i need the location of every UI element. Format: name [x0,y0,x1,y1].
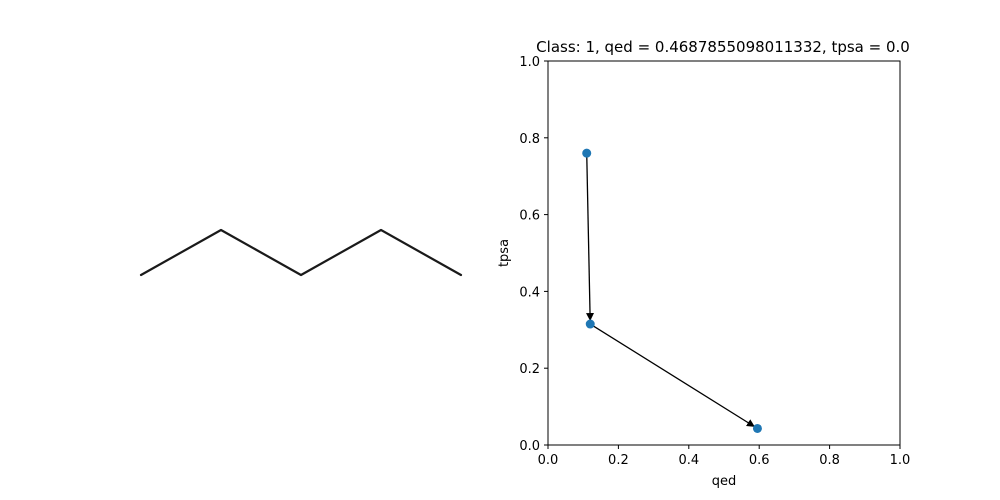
data-point [585,319,595,329]
trajectory-arrow [586,153,595,322]
y-tick-label: 0.2 [519,362,540,377]
data-point [752,423,762,433]
x-tick-label: 0.4 [678,453,699,468]
trajectory-arrow [589,323,755,427]
y-tick-label: 1.0 [519,55,540,70]
arrow-layer [586,153,755,427]
y-axis: 0.0 0.2 0.4 0.6 0.8 1.0 [519,55,548,454]
point-layer [582,148,762,433]
plot-frame [547,60,901,446]
x-axis: 0.0 0.2 0.4 0.6 0.8 1.0 [538,445,911,468]
x-axis-label: qed [712,474,737,489]
x-tick-label: 0.8 [819,453,840,468]
y-tick-label: 0.0 [519,439,540,454]
molecule-skeleton [139,228,463,277]
y-tick-label: 0.8 [519,132,540,147]
data-point [582,148,592,158]
x-tick-label: 0.0 [538,453,559,468]
chart-title: Class: 1, qed = 0.4687855098011332, tpsa… [536,38,910,56]
y-tick-label: 0.6 [519,209,540,224]
x-tick-label: 0.6 [749,453,770,468]
x-tick-label: 0.2 [608,453,629,468]
y-tick-label: 0.4 [519,285,540,300]
x-tick-label: 1.0 [890,453,911,468]
y-axis-label: tpsa [497,239,512,267]
scatter-chart: Class: 1, qed = 0.4687855098011332, tpsa… [497,38,910,489]
